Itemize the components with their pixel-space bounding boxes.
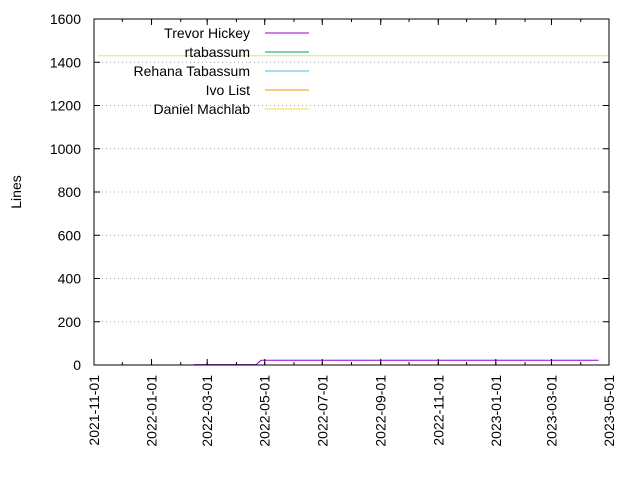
- y-axis-label: Lines: [8, 175, 24, 208]
- y-tick-label: 600: [58, 227, 82, 243]
- y-tick-label: 1600: [50, 11, 81, 27]
- x-tick-label: 2022-07-01: [314, 375, 330, 447]
- x-tick-label: 2021-11-01: [86, 375, 102, 446]
- x-tick-label: 2022-03-01: [199, 375, 215, 447]
- legend-label: rtabassum: [185, 44, 250, 60]
- axis-ticks: 0 200 400 600 800 1000 1200 1400 1600 2021-11-01 2…: [50, 11, 617, 447]
- x-tick-label: 2022-09-01: [373, 375, 389, 447]
- legend-label: Daniel Machlab: [154, 101, 251, 117]
- x-tick-label: 2023-01-01: [488, 375, 504, 447]
- legend-label: Trevor Hickey: [164, 25, 250, 41]
- y-tick-label: 400: [58, 271, 82, 287]
- legend-label: Rehana Tabassum: [134, 63, 250, 79]
- series-line-0: [194, 359, 599, 366]
- y-tick-label: 1200: [50, 98, 81, 114]
- legend-label: Ivo List: [206, 82, 250, 98]
- y-tick-label: 200: [58, 314, 82, 330]
- x-tick-label: 2022-01-01: [144, 375, 160, 447]
- y-tick-label: 1000: [50, 141, 81, 157]
- x-tick-label: 2023-05-01: [601, 375, 617, 447]
- y-tick-label: 1400: [50, 54, 81, 70]
- y-tick-label: 0: [73, 357, 81, 373]
- legend: Trevor Hickey rtabassum Rehana Tabassum Ivo…: [134, 25, 309, 117]
- x-tick-label: 2022-05-01: [257, 375, 273, 447]
- x-tick-label: 2022-11-01: [430, 375, 446, 446]
- x-tick-label: 2023-03-01: [543, 375, 559, 447]
- y-tick-label: 800: [58, 184, 82, 200]
